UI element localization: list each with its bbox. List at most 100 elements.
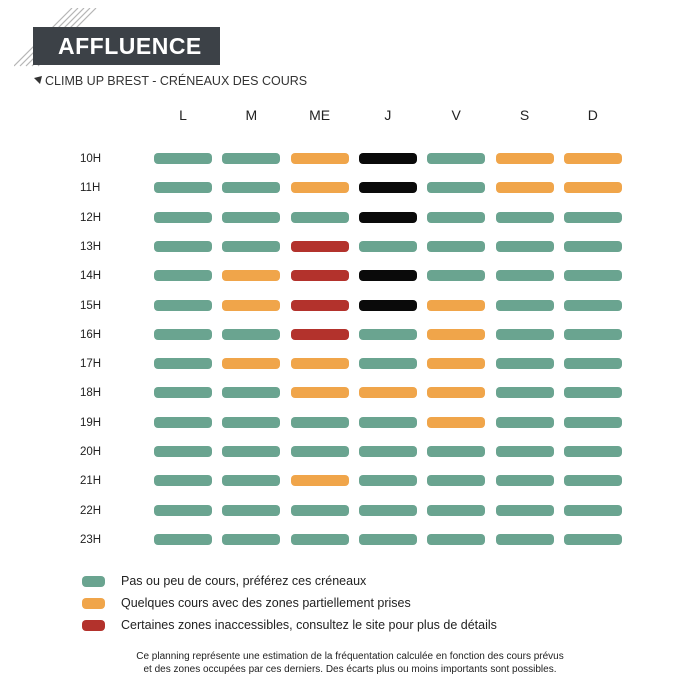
slot-v-10h bbox=[427, 153, 486, 164]
slot-s-13h bbox=[495, 240, 554, 252]
slot-l-17h bbox=[154, 358, 212, 370]
slot-me-15h bbox=[290, 299, 349, 311]
slot-me-19h bbox=[290, 416, 349, 428]
column-header-j: J bbox=[384, 107, 392, 123]
title-banner bbox=[33, 27, 220, 65]
slot-s-12h bbox=[495, 211, 554, 223]
slot-m-11h bbox=[222, 182, 281, 194]
slot-v-17h bbox=[427, 358, 486, 370]
legend-swatch-low bbox=[82, 576, 105, 587]
slot-d-12h bbox=[563, 211, 622, 223]
column-header-m: M bbox=[245, 107, 258, 123]
slot-m-10h bbox=[222, 153, 281, 164]
slot-m-21h bbox=[222, 475, 281, 487]
slot-l-14h bbox=[154, 270, 212, 282]
slot-v-15h bbox=[427, 299, 486, 311]
subtitle-text: CLIMB UP BREST - CRÉNEAUX DES COURS bbox=[45, 74, 308, 88]
slot-l-22h bbox=[154, 504, 212, 516]
slot-me-16h bbox=[290, 328, 349, 340]
slot-m-12h bbox=[222, 211, 281, 223]
slot-d-19h bbox=[563, 416, 622, 428]
slot-me-18h bbox=[290, 387, 349, 399]
row-header-23h: 23H bbox=[80, 533, 102, 546]
legend-label-low: Pas ou peu de cours, préférez ces crénea… bbox=[121, 574, 367, 588]
slot-s-21h bbox=[495, 475, 554, 487]
slot-v-11h bbox=[427, 182, 486, 194]
slot-m-23h bbox=[222, 533, 281, 545]
slot-l-21h bbox=[154, 475, 212, 487]
slot-d-22h bbox=[563, 504, 622, 516]
legend-swatch-medium bbox=[82, 598, 105, 609]
slot-d-20h bbox=[563, 446, 622, 457]
slot-v-13h bbox=[427, 240, 486, 252]
legend-swatch-high bbox=[82, 620, 105, 631]
slot-d-21h bbox=[563, 475, 622, 487]
slot-s-19h bbox=[495, 416, 554, 428]
slot-j-22h bbox=[358, 504, 417, 516]
slot-me-14h bbox=[290, 270, 349, 282]
column-header-me: ME bbox=[309, 107, 331, 123]
row-header-17h: 17H bbox=[80, 358, 102, 371]
slot-l-20h bbox=[154, 446, 212, 457]
slot-d-14h bbox=[563, 270, 622, 282]
row-header-12h: 12H bbox=[80, 211, 102, 224]
row-header-14h: 14H bbox=[80, 270, 102, 283]
slot-m-20h bbox=[222, 446, 281, 457]
slot-s-16h bbox=[495, 328, 554, 340]
slot-j-17h bbox=[358, 358, 417, 370]
row-header-18h: 18H bbox=[80, 387, 102, 400]
slot-s-23h bbox=[495, 533, 554, 545]
arrow-icon bbox=[34, 76, 42, 84]
slot-d-23h bbox=[563, 533, 622, 545]
slot-m-16h bbox=[222, 328, 281, 340]
slot-j-23h bbox=[358, 533, 417, 545]
slot-s-14h bbox=[495, 270, 554, 282]
slot-d-16h bbox=[563, 328, 622, 340]
slot-v-22h bbox=[427, 504, 486, 516]
slot-s-18h bbox=[495, 387, 554, 399]
slot-me-22h bbox=[290, 504, 349, 516]
slot-m-14h bbox=[222, 270, 281, 282]
slot-me-21h bbox=[290, 475, 349, 487]
column-header-s: S bbox=[519, 107, 530, 123]
row-header-16h: 16H bbox=[80, 328, 102, 341]
slot-j-10h bbox=[358, 153, 417, 164]
footnote-line-1: Ce planning représente une estimation de… bbox=[136, 651, 564, 662]
row-header-22h: 22H bbox=[80, 504, 102, 517]
slot-j-20h bbox=[358, 446, 417, 457]
slot-s-11h bbox=[495, 182, 554, 194]
row-header-10h: 10H bbox=[80, 153, 102, 165]
slot-me-11h bbox=[290, 182, 349, 194]
subtitle: CLIMB UP BREST - CRÉNEAUX DES COURS bbox=[34, 73, 307, 89]
slot-d-15h bbox=[563, 299, 622, 311]
row-header-21h: 21H bbox=[80, 475, 102, 488]
slot-d-11h bbox=[563, 182, 622, 194]
slot-l-11h bbox=[154, 182, 212, 194]
slot-l-19h bbox=[154, 416, 212, 428]
slot-v-12h bbox=[427, 211, 486, 223]
slot-v-20h bbox=[427, 446, 486, 457]
slot-d-17h bbox=[563, 358, 622, 370]
column-header-l: L bbox=[179, 107, 187, 123]
slot-v-14h bbox=[427, 270, 486, 282]
slot-me-12h bbox=[290, 211, 349, 223]
slot-l-10h bbox=[154, 153, 212, 164]
column-header-v: V bbox=[451, 107, 461, 123]
slot-m-19h bbox=[222, 416, 281, 428]
slot-l-16h bbox=[154, 328, 212, 340]
slot-s-22h bbox=[495, 504, 554, 516]
page-title: AFFLUENCE bbox=[58, 33, 202, 59]
slot-j-19h bbox=[358, 416, 417, 428]
slot-me-23h bbox=[290, 533, 349, 545]
slot-v-16h bbox=[427, 328, 486, 340]
slot-l-13h bbox=[154, 240, 212, 252]
slot-me-13h bbox=[290, 240, 349, 252]
slot-j-15h bbox=[358, 299, 417, 311]
slot-m-15h bbox=[222, 299, 281, 311]
slot-s-17h bbox=[495, 358, 554, 370]
slot-j-18h bbox=[358, 387, 417, 399]
row-header-13h: 13H bbox=[80, 240, 102, 253]
legend-label-high: Certaines zones inaccessibles, consultez… bbox=[121, 618, 497, 632]
slot-me-17h bbox=[290, 358, 349, 370]
slot-j-14h bbox=[358, 270, 417, 282]
